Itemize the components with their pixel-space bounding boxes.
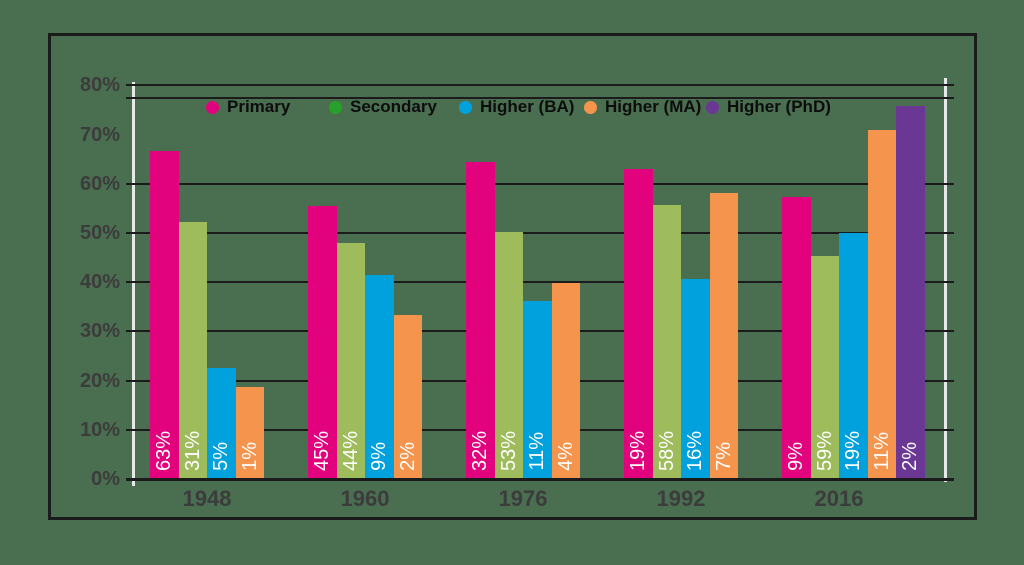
bar: 4% — [551, 282, 580, 478]
bar-value-label: 16% — [684, 430, 707, 471]
bar: 59% — [810, 255, 839, 478]
bar: 44% — [336, 242, 365, 478]
bar: 31% — [178, 222, 207, 478]
bar-value-label: 4% — [554, 442, 577, 471]
bar: 16% — [681, 278, 710, 478]
bar: 5% — [207, 367, 236, 478]
legend-label: Higher (BA) — [480, 97, 575, 116]
legend-dot-icon — [329, 100, 342, 114]
bar-value-label: 31% — [181, 430, 204, 471]
bar-value-label: 2% — [899, 442, 922, 471]
y-tick-label: 50% — [79, 222, 120, 244]
bar-value-label: 19% — [842, 430, 865, 471]
y-tick-label: 20% — [79, 370, 120, 392]
x-tick-label: 1948 — [182, 486, 232, 511]
bar-value-label: 53% — [497, 430, 520, 471]
y-tick-label: 10% — [79, 419, 120, 441]
x-tick-label: 1960 — [340, 486, 390, 511]
legend-dot-icon — [584, 100, 597, 114]
legend-label: Higher (MA) — [605, 97, 702, 116]
bar: 19% — [624, 168, 653, 478]
bar-value-label: 44% — [339, 430, 362, 471]
legend-dot-icon — [706, 100, 719, 114]
y-tick-label: 70% — [79, 124, 120, 146]
legend-item: Primary — [206, 96, 290, 118]
gridline — [126, 281, 954, 283]
legend-label: Primary — [227, 97, 291, 116]
legend-dot-icon — [206, 100, 219, 114]
bar: 45% — [308, 206, 337, 478]
bar: 53% — [494, 231, 523, 478]
bar: 11% — [523, 300, 552, 478]
bar-value-label: 32% — [469, 430, 492, 471]
bar: 11% — [867, 130, 896, 478]
bar: 58% — [652, 205, 681, 478]
legend-dot-icon — [459, 100, 472, 114]
gridline — [126, 183, 954, 185]
x-tick-label: 1976 — [498, 486, 548, 511]
legend-item: Secondary — [329, 96, 437, 118]
bar: 1% — [235, 386, 264, 478]
y-tick-label: 60% — [79, 173, 120, 195]
bar-value-label: 9% — [368, 442, 391, 471]
gridline — [126, 478, 954, 481]
bar: 32% — [466, 161, 495, 478]
y-tick-label: 80% — [79, 74, 120, 96]
bar: 19% — [839, 233, 868, 478]
legend-item: Higher (BA) — [459, 96, 574, 118]
gridline-extra-top — [126, 97, 954, 99]
bar: 9% — [365, 274, 394, 478]
chart-frame — [48, 33, 977, 520]
bar-value-label: 19% — [627, 430, 650, 471]
y-axis-line — [132, 82, 135, 486]
right-axis-line — [944, 78, 947, 482]
bar-value-label: 7% — [712, 442, 735, 471]
bar-value-label: 5% — [210, 442, 233, 471]
legend-label: Secondary — [350, 97, 437, 116]
bar: 2% — [393, 314, 422, 478]
gridline — [126, 232, 954, 234]
bar-value-label: 11% — [870, 432, 893, 471]
legend-item: Higher (MA) — [584, 96, 701, 118]
bar-value-label: 58% — [655, 430, 678, 471]
y-tick-label: 40% — [79, 271, 120, 293]
bar-value-label: 59% — [813, 430, 836, 471]
bar: 2% — [896, 105, 925, 478]
gridline — [126, 84, 954, 86]
bar: 63% — [150, 150, 179, 478]
y-tick-label: 30% — [79, 320, 120, 342]
legend-item: Higher (PhD) — [706, 96, 831, 118]
bar-value-label: 2% — [396, 442, 419, 471]
x-tick-label: 1992 — [656, 486, 706, 511]
bar-value-label: 63% — [153, 430, 176, 471]
bar-value-label: 9% — [785, 442, 808, 471]
y-tick-label: 0% — [91, 468, 120, 490]
legend-label: Higher (PhD) — [727, 97, 831, 116]
bar-value-label: 45% — [311, 430, 334, 471]
bar: 9% — [782, 196, 811, 478]
bar: 7% — [709, 192, 738, 478]
bar-value-label: 11% — [526, 432, 549, 471]
bar-value-label: 1% — [238, 442, 261, 471]
x-tick-label: 2016 — [814, 486, 864, 511]
